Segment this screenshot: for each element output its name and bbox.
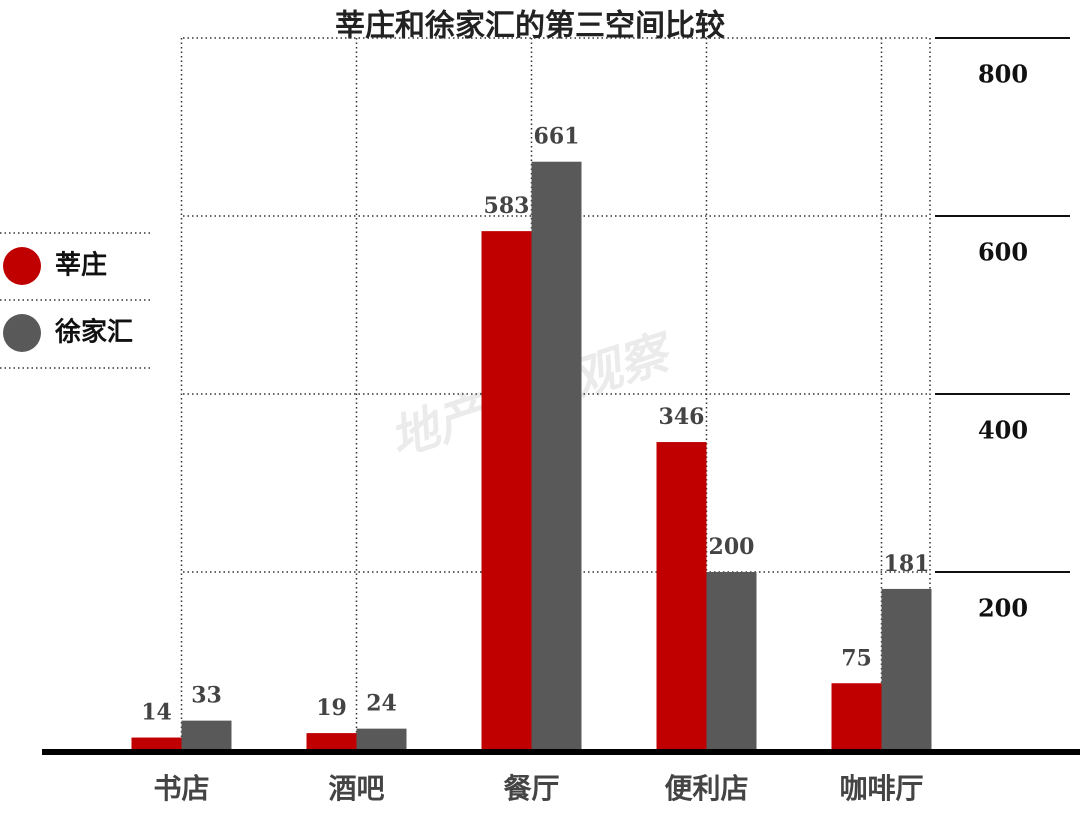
data-label: 33 bbox=[191, 683, 222, 709]
data-label: 14 bbox=[141, 700, 172, 726]
bar bbox=[656, 442, 707, 750]
bar bbox=[131, 737, 182, 750]
bar bbox=[356, 728, 407, 750]
x-tick-label: 书店 bbox=[153, 772, 209, 805]
legend-label: 徐家汇 bbox=[54, 317, 133, 348]
y-tick-label: 200 bbox=[978, 594, 1028, 623]
x-tick-label: 餐厅 bbox=[503, 772, 559, 805]
data-label: 181 bbox=[884, 551, 930, 577]
data-label: 661 bbox=[534, 124, 580, 150]
data-label: 75 bbox=[841, 645, 872, 671]
bar bbox=[831, 683, 882, 750]
x-tick-label: 酒吧 bbox=[328, 772, 384, 805]
x-tick-label: 便利店 bbox=[664, 772, 748, 805]
y-tick-label: 600 bbox=[978, 238, 1028, 267]
bar bbox=[881, 588, 932, 750]
legend-swatch bbox=[3, 247, 41, 285]
data-label: 19 bbox=[316, 695, 347, 721]
data-label: 200 bbox=[709, 534, 755, 560]
bar bbox=[706, 572, 757, 750]
data-label: 24 bbox=[366, 691, 397, 717]
data-label: 346 bbox=[659, 404, 705, 430]
legend-swatch bbox=[3, 314, 41, 352]
x-tick-label: 咖啡厅 bbox=[839, 772, 923, 805]
y-tick-label: 800 bbox=[978, 60, 1028, 89]
y-tick-label: 400 bbox=[978, 416, 1028, 445]
bar bbox=[531, 161, 582, 750]
legend-label: 莘庄 bbox=[55, 250, 107, 281]
bar bbox=[306, 733, 357, 750]
data-label: 583 bbox=[484, 193, 530, 219]
bar bbox=[481, 231, 532, 750]
bar bbox=[181, 720, 232, 750]
